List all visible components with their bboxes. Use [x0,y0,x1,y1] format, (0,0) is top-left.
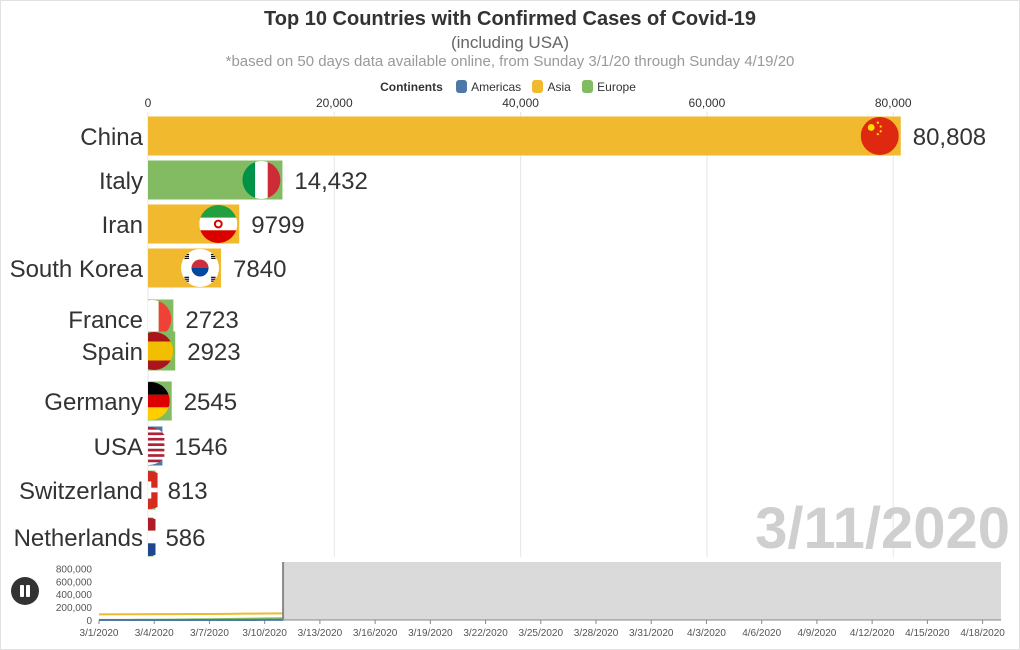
bar-row-switzerland: Switzerland 813 [19,470,208,510]
bar-row-france: France 2723 [68,299,239,339]
timeline-y-tick: 400,000 [56,590,93,601]
france-flag-icon [148,300,172,338]
value-label: 7840 [233,256,286,283]
legend-title: Continents [380,80,443,94]
timeline-x-tick: 4/12/2020 [850,628,895,639]
flag-wrapper [181,249,220,287]
legend-label: Americas [471,80,522,94]
chart-note: *based on 50 days data available online,… [225,53,795,70]
x-tick-label: 80,000 [875,96,912,110]
flag-wrapper [860,117,899,155]
flag-wrapper [148,518,156,556]
timeline-y-tick: 600,000 [56,577,93,588]
country-label: Germany [44,389,143,416]
timeline-x-tick: 3/22/2020 [463,628,508,639]
bar-row-germany: Germany 2545 [44,381,237,421]
x-tick-label: 0 [145,96,152,110]
country-label: Spain [82,339,143,366]
country-label: France [68,307,143,334]
flag-wrapper [148,471,158,509]
value-label: 2545 [184,389,237,416]
legend-swatch [456,80,468,93]
bar-row-usa: USA 1546 [94,426,228,466]
legend-swatch [532,80,544,93]
timeline-line-asia [98,612,284,616]
timeline-x-tick: 3/1/2020 [80,628,119,639]
timeline-y-tick: 200,000 [56,603,93,614]
value-label: 2723 [185,307,238,334]
pause-button[interactable] [11,577,39,605]
timeline-y-tick: 800,000 [56,564,93,575]
legend-label: Europe [597,80,636,94]
timeline-x-tick: 4/6/2020 [742,628,781,639]
x-tick-label: 20,000 [316,96,353,110]
x-tick-label: 60,000 [689,96,726,110]
country-label: USA [94,434,143,461]
country-label: South Korea [10,256,144,283]
iran-flag-icon [199,205,238,243]
chart-subtitle: (including USA) [450,33,570,52]
timeline-progress [99,562,284,620]
timeline-y-tick: 0 [86,616,92,627]
flag-wrapper [242,161,281,199]
bar-row-spain: Spain 2923 [82,331,241,371]
flag-wrapper [148,332,174,370]
netherlands-flag-icon [148,518,156,556]
south-korea-flag-icon [181,249,220,287]
timeline-x-tick: 3/16/2020 [353,628,398,639]
country-label: Italy [99,168,143,195]
spain-flag-icon [148,332,174,370]
bar-row-china: China 80,808 [80,116,986,156]
timeline-x-tick: 3/7/2020 [190,628,229,639]
bar-row-italy: Italy 14,432 [99,160,368,200]
switzerland-flag-icon [148,471,158,509]
chart-title: Top 10 Countries with Confirmed Cases of… [264,8,756,30]
value-label: 586 [165,525,205,552]
legend: Continents Americas Asia Europe [0,80,1020,94]
current-date-label: 3/11/2020 [755,496,1010,561]
value-label: 14,432 [294,168,367,195]
legend-item-europe[interactable]: Europe [582,80,636,94]
flag-wrapper [199,205,238,243]
country-label: Iran [102,212,143,239]
timeline-x-tick: 3/28/2020 [574,628,619,639]
legend-item-americas[interactable]: Americas [456,80,521,94]
timeline-x-tick: 3/31/2020 [629,628,674,639]
value-label: 9799 [251,212,304,239]
bar-row-south-korea: South Korea 7840 [10,248,286,288]
value-label: 2923 [187,339,240,366]
country-label: Switzerland [19,478,143,505]
timeline-x-tick: 4/18/2020 [960,628,1005,639]
bar-row-netherlands: Netherlands 586 [14,517,206,557]
timeline-x-tick: 4/3/2020 [687,628,726,639]
legend-label: Asia [547,80,571,94]
value-label: 813 [168,478,208,505]
italy-flag-icon [242,161,281,199]
timeline-x-tick: 4/15/2020 [905,628,950,639]
value-label: 1546 [174,434,227,461]
china-flag-icon [860,117,899,155]
country-label: China [80,124,143,151]
timeline-x-tick: 3/4/2020 [135,628,174,639]
x-tick-label: 40,000 [502,96,539,110]
legend-item-asia[interactable]: Asia [532,80,571,94]
bar-row-iran: Iran 9799 [102,204,305,244]
timeline-x-tick: 3/10/2020 [242,628,287,639]
flag-wrapper [148,300,172,338]
timeline-x-tick: 4/9/2020 [797,628,836,639]
timeline-x-tick: 3/13/2020 [298,628,343,639]
value-label: 80,808 [913,124,986,151]
legend-swatch [582,80,594,93]
bar [148,116,901,156]
country-label: Netherlands [14,525,143,552]
timeline-x-tick: 3/19/2020 [408,628,453,639]
timeline-x-tick: 3/25/2020 [519,628,564,639]
